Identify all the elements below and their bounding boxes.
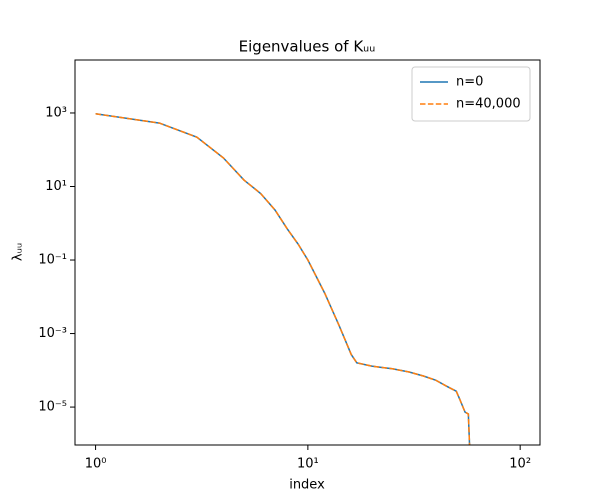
legend-label: n=0 <box>456 75 483 90</box>
x-tick-label: 10⁰ <box>85 457 107 472</box>
y-axis-label: λᵤᵤ <box>11 243 26 261</box>
x-tick-label: 10² <box>509 457 531 472</box>
chart-title: Eigenvalues of Kᵤᵤ <box>239 38 376 56</box>
y-tick-label: 10³ <box>45 105 67 120</box>
x-tick-label: 10¹ <box>297 457 319 472</box>
legend-box <box>411 66 531 122</box>
x-axis-label: index <box>289 478 325 493</box>
y-tick-label: 10⁻³ <box>38 326 67 341</box>
y-tick-label: 10⁻⁵ <box>38 400 67 415</box>
legend-label: n=40,000 <box>456 97 521 112</box>
y-tick-label: 10⁻¹ <box>38 253 67 268</box>
plot-area <box>95 113 471 445</box>
series-line <box>95 113 471 445</box>
y-tick-label: 10¹ <box>45 179 67 194</box>
